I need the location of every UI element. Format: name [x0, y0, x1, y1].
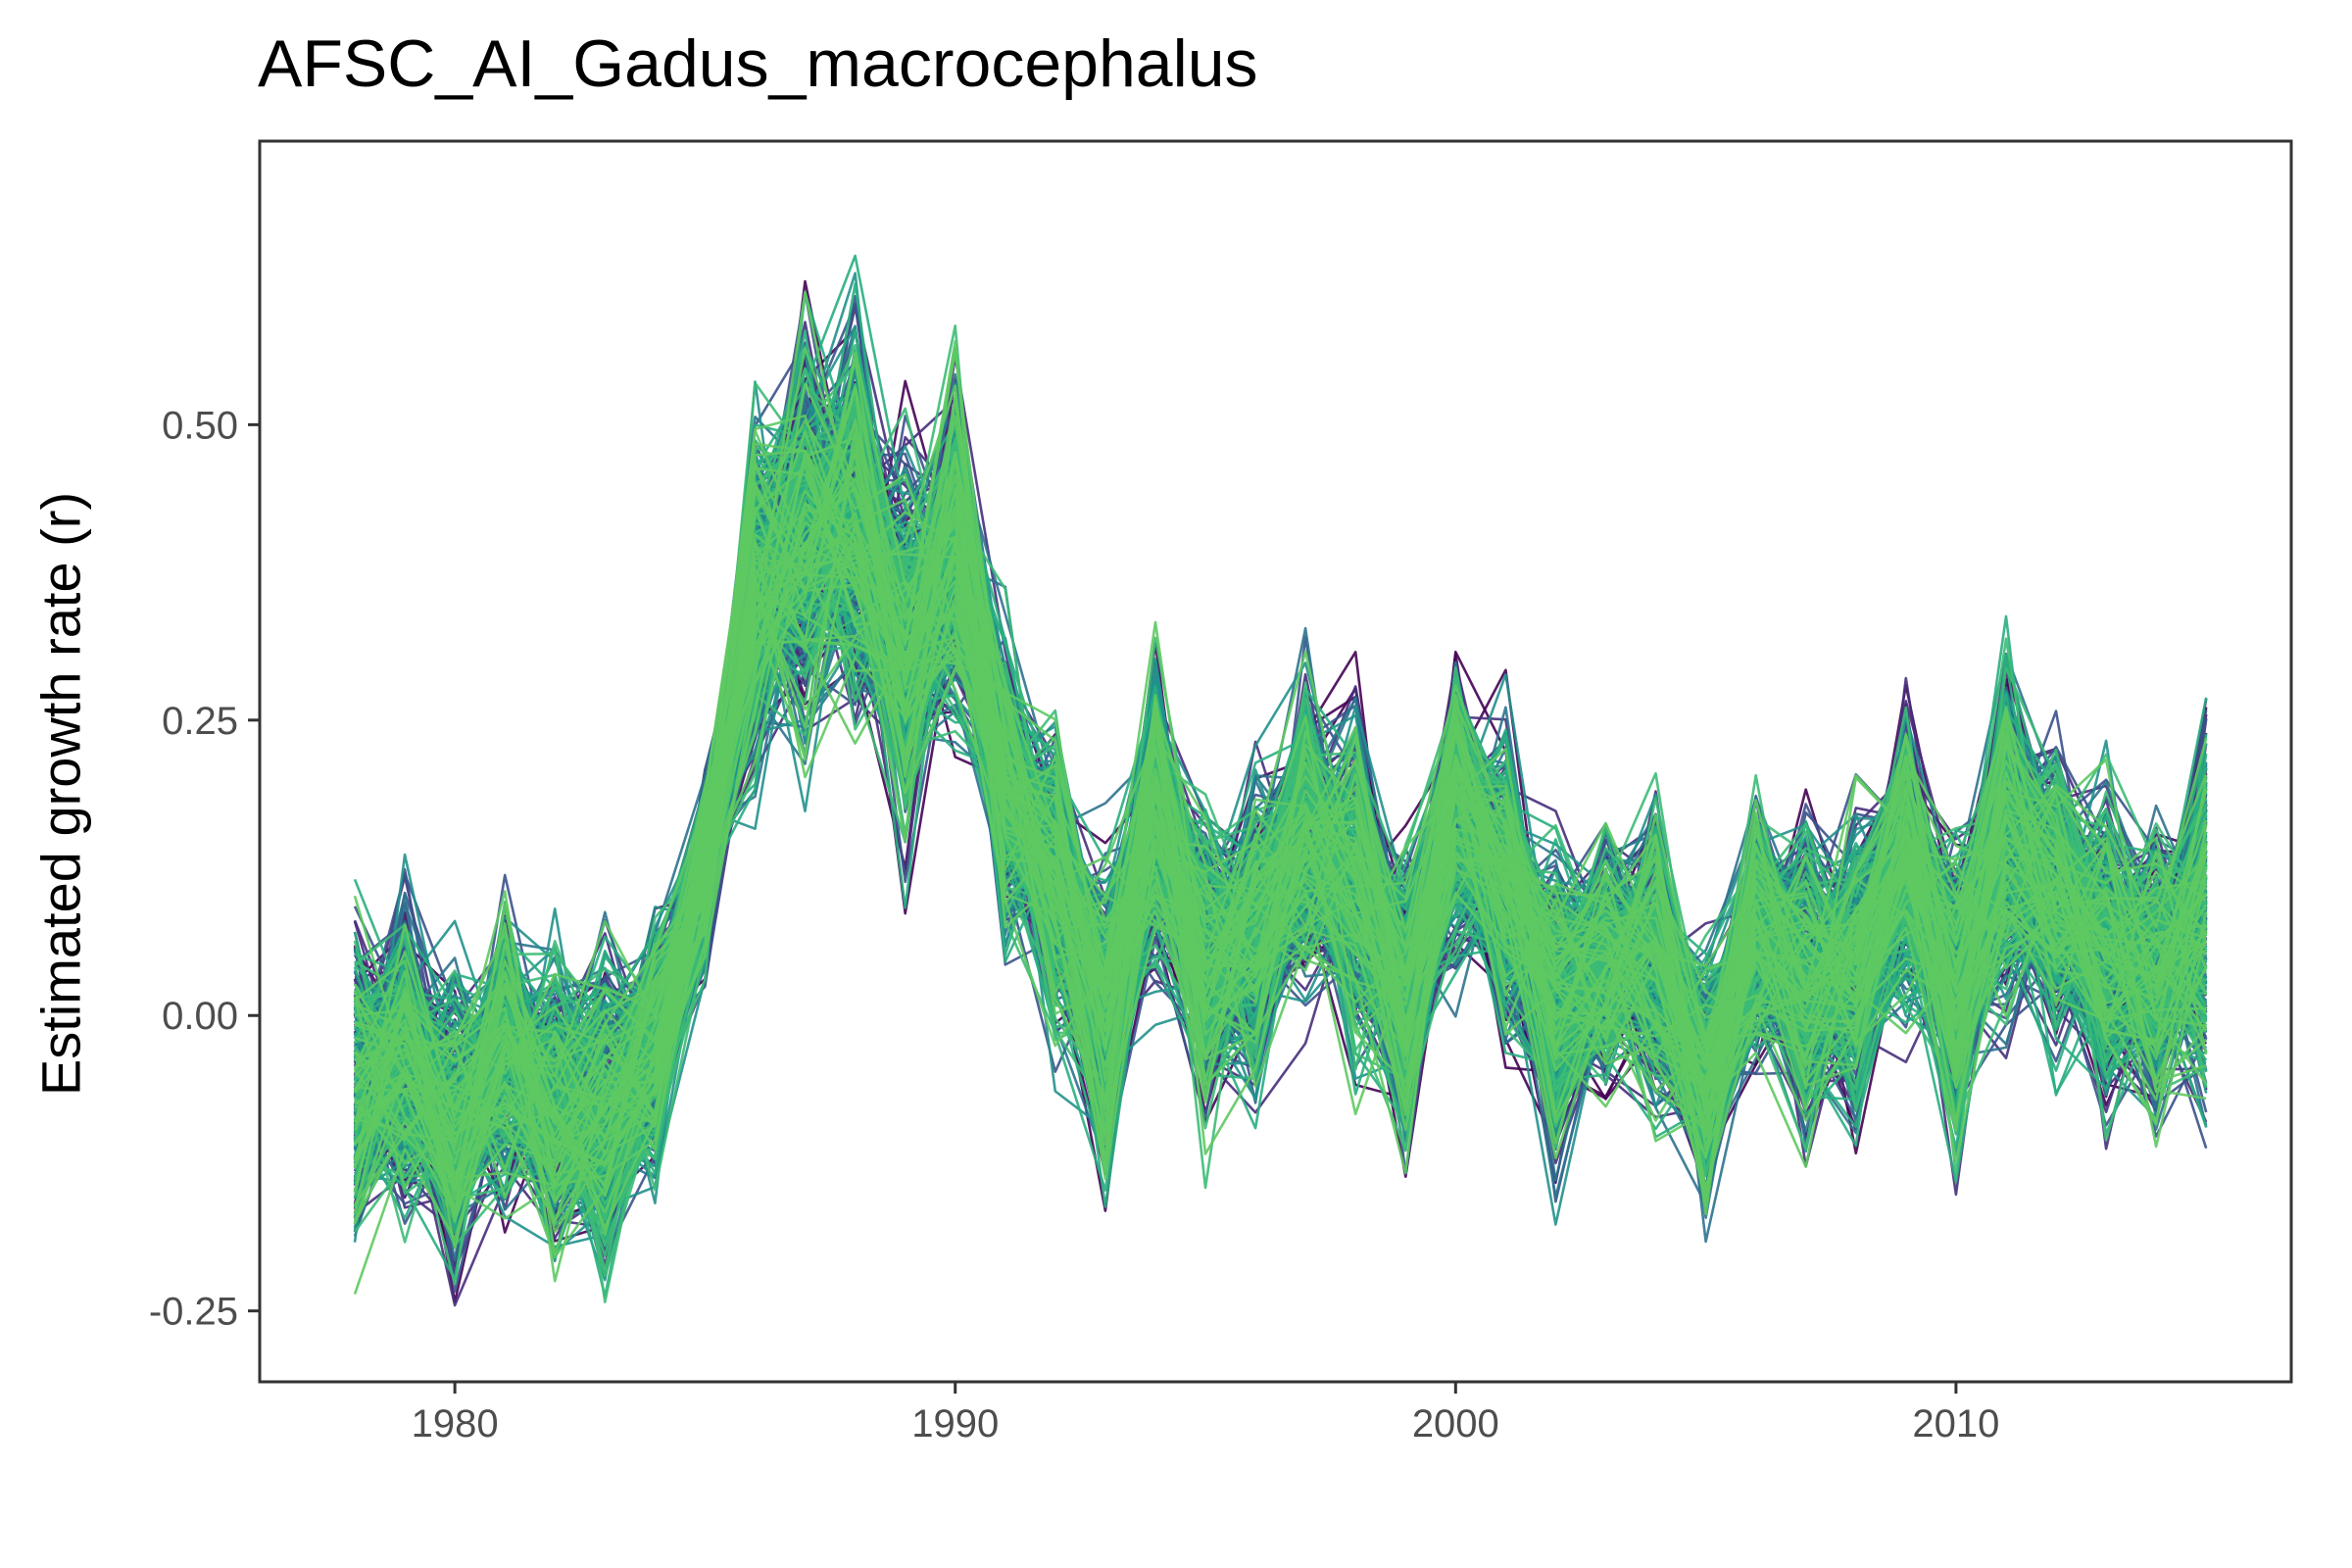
series-line: [354, 551, 2208, 1187]
series-line: [353, 427, 2208, 1223]
plot-panel-border: [258, 139, 2293, 1384]
series-line: [353, 442, 2208, 1194]
series-line: [353, 521, 2208, 1208]
y-tick-label: -0.25: [149, 1291, 238, 1334]
y-tick-label: 0.25: [162, 700, 238, 743]
series-line: [354, 393, 2208, 1189]
series-line: [353, 387, 2208, 1220]
series-line: [354, 511, 2207, 1165]
x-tick-label: 1980: [412, 1402, 499, 1446]
x-tick-label: 1990: [911, 1402, 999, 1446]
series-line: [353, 339, 2208, 1183]
y-tick-label: 0.00: [162, 995, 238, 1038]
axes-layer: 1980 1990 2000 2010 -0.25 0.00 0.25 0.50: [149, 404, 2000, 1446]
x-tick-label: 2010: [1912, 1402, 1999, 1446]
series-line: [353, 457, 2208, 1221]
x-tick-label: 2000: [1412, 1402, 1499, 1446]
y-tick-label: 0.50: [162, 404, 238, 447]
chart-title: AFSC_AI_Gadus_macrocephalus: [258, 26, 1258, 101]
series-layer: [353, 254, 2208, 1307]
